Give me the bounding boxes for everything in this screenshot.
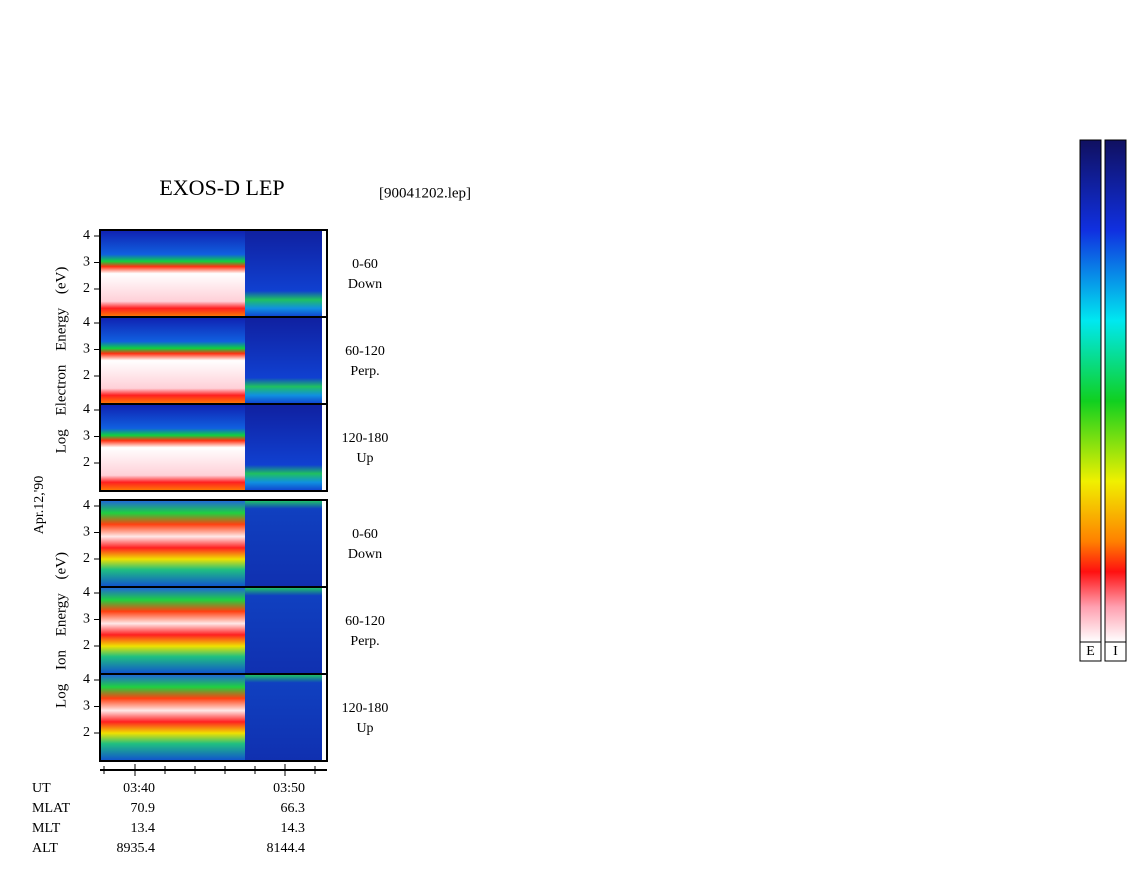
orbit-row-label: MLT [32,821,61,836]
pitch-angle-label: 60-120 [345,344,385,359]
y-tick-label: 3 [83,342,90,357]
pitch-angle-label: 0-60 [352,257,378,272]
y-tick-label: 4 [83,585,90,600]
time-axis [100,764,327,776]
y-tick-label: 2 [83,551,90,566]
spectrogram-left [100,317,245,404]
orbit-value: 03:40 [123,781,155,796]
colorbar [1104,139,1127,643]
orbit-row-label: ALT [32,841,58,856]
y-tick-label: 3 [83,612,90,627]
y-tick-label: 3 [83,429,90,444]
direction-label: Down [348,547,382,562]
pitch-angle-label: 60-120 [345,614,385,629]
colorbar-label: I [1113,644,1118,659]
electron-axis-label: Log Electron Energy (eV) [53,267,69,454]
file-name: [90041202.lep] [379,185,471,201]
pitch-angle-label: 120-180 [342,701,389,716]
orbit-value: 13.4 [131,821,156,836]
spectrogram-left [100,587,245,674]
colorbar-label: E [1086,644,1095,659]
spectrogram-right [245,500,322,587]
y-tick-label: 2 [83,368,90,383]
y-tick-label: 3 [83,525,90,540]
pitch-angle-label: 120-180 [342,431,389,446]
orbit-value: 8935.4 [117,841,156,856]
orbit-value: 66.3 [281,801,306,816]
direction-label: Up [356,451,373,466]
spectrogram-right [245,230,322,317]
date-label: Apr.12,'90 [32,476,47,535]
spectrogram-right [245,404,322,491]
colorbar [1079,139,1102,643]
direction-label: Down [348,277,382,292]
orbit-value: 70.9 [131,801,156,816]
y-tick-label: 4 [83,402,90,417]
pitch-angle-label: 0-60 [352,527,378,542]
colorbar-label-box [1104,641,1127,662]
y-tick-label: 3 [83,699,90,714]
orbit-value: 8144.4 [267,841,306,856]
orbit-row-label: MLAT [32,801,71,816]
orbit-value: 14.3 [281,821,306,836]
panel-frame [99,403,328,492]
ion-axis-label: Log Ion Energy (eV) [53,552,69,708]
panel-frame [99,673,328,762]
y-tick-label: 2 [83,725,90,740]
y-tick-label: 4 [83,228,90,243]
spectrogram-right [245,317,322,404]
title: EXOS-D LEP [159,175,284,200]
direction-label: Perp. [350,364,379,379]
spectrogram-left [100,674,245,761]
orbit-value: 03:50 [273,781,305,796]
spectrogram-left [100,500,245,587]
y-tick-label: 2 [83,638,90,653]
y-tick-label: 4 [83,315,90,330]
y-tick-label: 4 [83,672,90,687]
spectrogram-right [245,674,322,761]
direction-label: Perp. [350,634,379,649]
y-tick-label: 4 [83,498,90,513]
y-tick-label: 2 [83,455,90,470]
orbit-row-label: UT [32,781,51,796]
direction-label: Up [356,721,373,736]
spectrogram-left [100,404,245,491]
colorbar-label-box [1079,641,1102,662]
y-tick-label: 3 [83,255,90,270]
spectrogram-right [245,587,322,674]
y-tick-label: 2 [83,281,90,296]
spectrogram-left [100,230,245,317]
